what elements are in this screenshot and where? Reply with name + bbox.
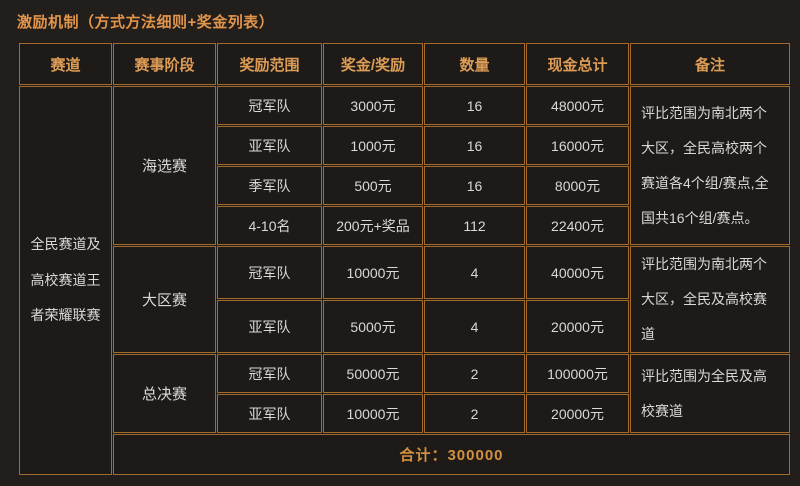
cell-rank: 冠军队 (217, 354, 322, 393)
cell-cash-total: 48000元 (526, 86, 629, 125)
cell-quantity: 2 (424, 394, 525, 433)
cell-cash-total: 20000元 (526, 394, 629, 433)
cell-quantity: 4 (424, 300, 525, 353)
cell-rank: 冠军队 (217, 246, 322, 299)
table-header-row: 赛道 赛事阶段 奖励范围 奖金/奖励 数量 现金总计 备注 (19, 43, 790, 85)
cell-remark-final: 评比范围为全民及高校赛道 (630, 354, 790, 433)
cell-prize: 10000元 (323, 246, 423, 299)
col-header-award-range: 奖励范围 (217, 43, 322, 85)
cell-rank: 4-10名 (217, 206, 322, 245)
table-row: 全民赛道及高校赛道王者荣耀联赛 海选赛 冠军队 3000元 16 48000元 … (19, 86, 790, 475)
cell-prize: 50000元 (323, 354, 423, 393)
cell-quantity: 2 (424, 354, 525, 393)
cell-cash-total: 40000元 (526, 246, 629, 299)
table-row: 季军队 500元 16 8000元 (19, 166, 790, 205)
cell-cash-total: 20000元 (526, 300, 629, 353)
table-total-row: 合计：300000 (19, 434, 790, 475)
col-header-track: 赛道 (19, 43, 112, 85)
prize-table: 赛道 赛事阶段 奖励范围 奖金/奖励 数量 现金总计 备注 全民赛道及高校赛道王… (18, 42, 791, 476)
cell-rank: 冠军队 (217, 86, 322, 125)
cell-quantity: 112 (424, 206, 525, 245)
table-row: 总决赛 冠军队 50000元 2 100000元 评比范围为全民及高校赛道 (19, 354, 790, 433)
cell-rank: 亚军队 (217, 394, 322, 433)
col-header-remark: 备注 (630, 43, 790, 85)
cell-quantity: 4 (424, 246, 525, 299)
page-title: 激励机制（方式方法细则+奖金列表） (17, 14, 275, 31)
cell-prize: 3000元 (323, 86, 423, 125)
cell-cash-total: 8000元 (526, 166, 629, 205)
col-header-prize: 奖金/奖励 (323, 43, 423, 85)
table-row: 4-10名 200元+奖品 112 22400元 (19, 206, 790, 245)
col-header-stage: 赛事阶段 (113, 43, 216, 85)
table-row: 亚军队 1000元 16 16000元 (19, 126, 790, 165)
cell-remark-qualifier: 评比范围为南北两个大区，全民高校两个赛道各4个组/赛点,全国共16个组/赛点。 (630, 86, 790, 245)
table-row: 亚军队 5000元 4 20000元 (19, 300, 790, 353)
cell-quantity: 16 (424, 86, 525, 125)
cell-quantity: 16 (424, 166, 525, 205)
cell-quantity: 16 (424, 126, 525, 165)
cell-prize: 200元+奖品 (323, 206, 423, 245)
cell-grand-total: 合计：300000 (113, 434, 790, 475)
cell-stage-regional: 大区赛 (113, 246, 216, 353)
cell-cash-total: 22400元 (526, 206, 629, 245)
cell-stage-qualifier: 海选赛 (113, 86, 216, 245)
cell-track: 全民赛道及高校赛道王者荣耀联赛 (19, 86, 112, 475)
cell-rank: 亚军队 (217, 300, 322, 353)
cell-stage-final: 总决赛 (113, 354, 216, 433)
col-header-quantity: 数量 (424, 43, 525, 85)
cell-remark-regional: 评比范围为南北两个大区，全民及高校赛道 (630, 246, 790, 353)
table-row: 亚军队 10000元 2 20000元 (19, 394, 790, 433)
table-row: 大区赛 冠军队 10000元 4 40000元 评比范围为南北两个大区，全民及高… (19, 246, 790, 353)
col-header-cash-total: 现金总计 (526, 43, 629, 85)
cell-prize: 10000元 (323, 394, 423, 433)
cell-cash-total: 16000元 (526, 126, 629, 165)
cell-rank: 季军队 (217, 166, 322, 205)
cell-prize: 500元 (323, 166, 423, 205)
cell-prize: 5000元 (323, 300, 423, 353)
cell-cash-total: 100000元 (526, 354, 629, 393)
cell-rank: 亚军队 (217, 126, 322, 165)
cell-prize: 1000元 (323, 126, 423, 165)
